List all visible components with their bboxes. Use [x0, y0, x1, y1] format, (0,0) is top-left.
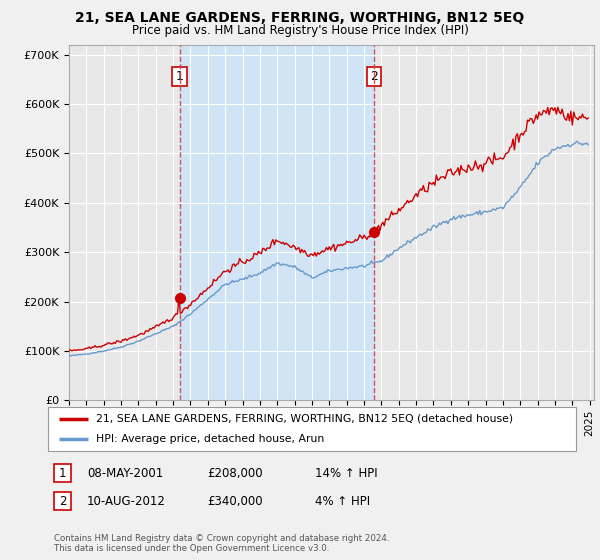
Text: 1: 1	[176, 71, 184, 83]
Text: 2: 2	[370, 71, 378, 83]
Text: 14% ↑ HPI: 14% ↑ HPI	[315, 466, 377, 480]
Text: 1: 1	[59, 466, 66, 480]
Text: Price paid vs. HM Land Registry's House Price Index (HPI): Price paid vs. HM Land Registry's House …	[131, 24, 469, 36]
Text: 21, SEA LANE GARDENS, FERRING, WORTHING, BN12 5EQ (detached house): 21, SEA LANE GARDENS, FERRING, WORTHING,…	[95, 414, 512, 424]
Text: Contains HM Land Registry data © Crown copyright and database right 2024.
This d: Contains HM Land Registry data © Crown c…	[54, 534, 389, 553]
Text: 10-AUG-2012: 10-AUG-2012	[87, 494, 166, 508]
Text: £208,000: £208,000	[207, 466, 263, 480]
Text: 08-MAY-2001: 08-MAY-2001	[87, 466, 163, 480]
Bar	[179, 45, 374, 400]
Text: HPI: Average price, detached house, Arun: HPI: Average price, detached house, Arun	[95, 434, 324, 444]
Text: 2: 2	[59, 494, 66, 508]
Text: £340,000: £340,000	[207, 494, 263, 508]
Text: 4% ↑ HPI: 4% ↑ HPI	[315, 494, 370, 508]
FancyBboxPatch shape	[48, 407, 576, 451]
Text: 21, SEA LANE GARDENS, FERRING, WORTHING, BN12 5EQ: 21, SEA LANE GARDENS, FERRING, WORTHING,…	[76, 11, 524, 25]
